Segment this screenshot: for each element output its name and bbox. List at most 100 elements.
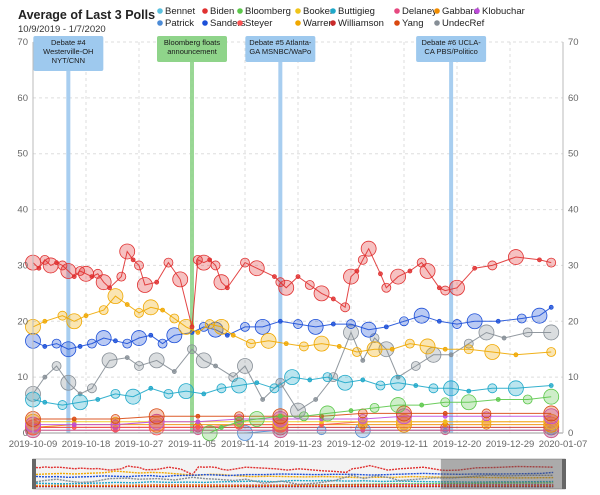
data-point [107,288,124,305]
y-tick-label-right: 20 [568,316,579,327]
data-point [187,344,197,355]
data-point [195,352,212,369]
annotation-label[interactable]: Debate #5 Atlanta-GA MSNBC/WaPo [245,36,316,62]
legend-item-patrick[interactable]: Patrick [157,18,194,29]
data-point [57,400,68,410]
data-point [148,352,165,369]
data-point [157,338,168,349]
legend-item-warren[interactable]: Warren [295,18,334,29]
x-tick-label: 2019-12-02 [327,439,376,450]
data-point [460,394,477,411]
data-point [39,254,50,265]
data-point [275,377,286,388]
data-point [78,265,94,282]
data-point [298,411,309,422]
data-point [42,399,48,405]
data-point [66,313,83,330]
annotation-bars [66,42,454,433]
legend-item-sanders[interactable]: Sanders [202,18,246,29]
legend-item-undecref[interactable]: UndecRef [434,18,485,29]
data-point [390,374,407,391]
x-tick-label: 2019-11-23 [274,439,322,450]
data-point [224,332,230,338]
data-point [172,271,189,288]
y-tick-label-right: 60 [568,93,579,104]
annotation-bar [278,42,283,433]
data-point [501,335,507,341]
annotation-text: Debate #6 UCLA- [422,38,482,47]
y-tick-label-left: 70 [17,37,28,48]
series-line [209,396,552,434]
x-tick-label: 2019-11-05 [168,439,216,450]
data-point [340,302,351,313]
data-point [330,296,336,302]
annotation-bar [66,42,71,433]
data-point [277,413,283,419]
series-warren [25,288,557,360]
legend-item-yang[interactable]: Yang [394,18,423,29]
annotation-text: GA MSNBC/WaPo [249,47,311,56]
data-point [546,347,557,357]
legend-item-bloomberg[interactable]: Bloomberg [237,6,291,17]
annotation-label[interactable]: Debate #6 UCLA-CA PBS/Politico [416,36,487,62]
data-point [86,338,97,349]
data-point [95,397,101,402]
data-point [75,266,86,276]
data-point [216,383,227,394]
data-point [169,313,180,324]
legend-item-gabbard[interactable]: Gabbard [434,6,479,17]
data-point [254,380,260,386]
data-point [383,324,389,330]
series-biden [25,240,557,330]
series-line [32,306,552,350]
data-point [272,274,277,280]
navigator-handle-right[interactable] [562,459,566,489]
data-point [442,411,448,416]
data-point [375,380,386,391]
data-point [51,361,62,371]
data-point [537,257,542,263]
legend-item-booker[interactable]: Booker [295,6,333,17]
data-point [275,277,286,288]
data-point [487,383,498,394]
data-point [98,305,109,316]
data-point [240,257,250,268]
legend-item-buttigieg[interactable]: Buttigieg [330,6,375,17]
legend-item-delaney[interactable]: Delaney [394,6,437,17]
legend-label: Bloomberg [245,6,291,17]
data-point [195,330,201,335]
range-navigator[interactable] [32,458,566,490]
data-point [360,377,366,383]
data-point [125,388,142,405]
x-tick-label: 2019-11-14 [221,439,269,450]
data-point [124,302,130,307]
legend-item-steyer[interactable]: Steyer [237,18,272,29]
data-point [283,341,289,347]
annotation-box [416,36,487,62]
data-point [548,383,554,388]
legend-item-biden[interactable]: Biden [202,6,234,17]
data-point [130,257,136,263]
data-point [307,377,313,383]
data-point [101,352,118,369]
data-point [413,307,430,324]
data-point [72,394,89,411]
legend-item-bennet[interactable]: Bennet [157,6,195,17]
data-point [407,268,413,274]
y-tick-label-left: 0 [23,428,28,439]
y-tick-label-right: 70 [568,37,579,48]
data-point [319,405,336,422]
series-lines [25,240,560,441]
data-point [378,271,383,277]
data-point [466,388,472,394]
navigator-handle-left[interactable] [32,459,36,489]
navigator-selection[interactable] [440,459,565,489]
data-point [307,318,324,335]
legend-item-klobuchar[interactable]: Klobuchar [474,6,525,17]
data-point [195,419,201,425]
data-point [192,254,203,265]
legend-item-williamson[interactable]: Williamson [330,18,384,29]
